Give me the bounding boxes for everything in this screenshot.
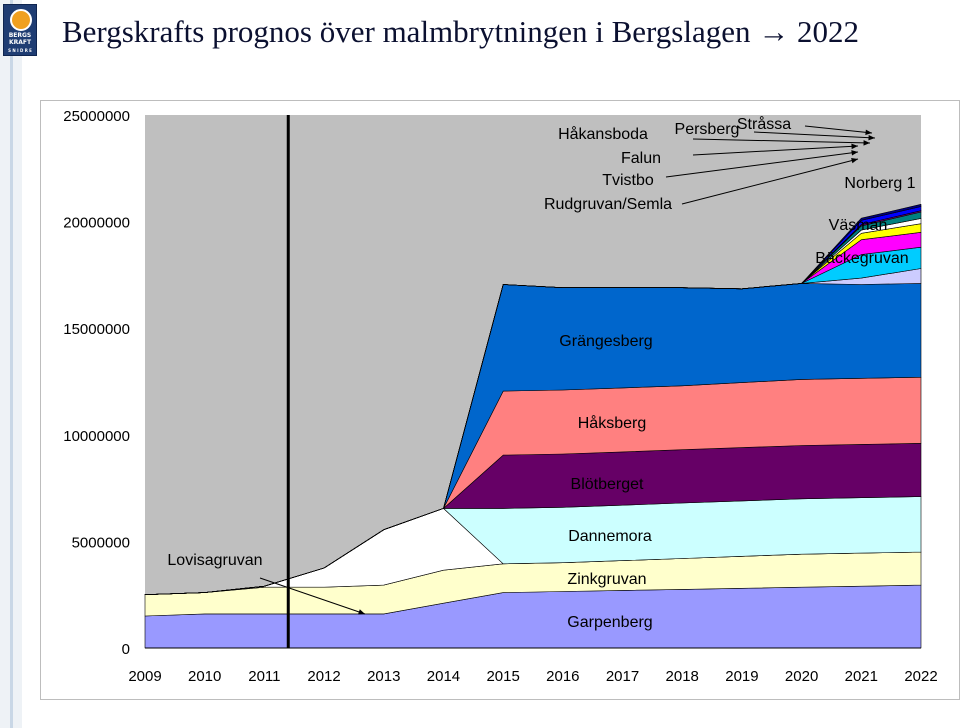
series-label: Rudgruvan/Semla <box>544 196 672 213</box>
y-tick-label: 10000000 <box>63 428 130 445</box>
x-tick-label: 2015 <box>486 668 519 685</box>
series-label: Norberg 1 <box>844 175 915 192</box>
x-tick-label: 2009 <box>128 668 161 685</box>
series-label-arrowhead <box>851 150 858 156</box>
x-tick-label: 2011 <box>248 668 280 685</box>
series-label: Håksberg <box>578 414 646 432</box>
series-label: Bäckegruvan <box>815 250 908 267</box>
series-label: Håkansboda <box>558 125 648 143</box>
logo-text-2: KRAFT <box>8 39 32 46</box>
series-label: Tvistbo <box>602 172 654 189</box>
x-tick-label: 2018 <box>666 668 699 685</box>
series-label-leader <box>665 151 859 178</box>
series-label: Grängesberg <box>559 333 652 350</box>
series-label-leader <box>259 577 366 615</box>
bergskraft-logo: BERGS KRAFT S N I D R E <box>3 4 37 56</box>
series-label: Falun <box>621 150 661 167</box>
series-label: Garpenberg <box>567 614 652 631</box>
left-decor-bar <box>0 0 22 728</box>
series-label: Zinkgruvan <box>567 571 646 588</box>
series-label-arrowhead <box>358 609 365 615</box>
y-tick-label: 0 <box>122 641 130 658</box>
x-tick-label: 2012 <box>307 668 340 685</box>
x-tick-label: 2010 <box>188 668 221 685</box>
logo-emblem-icon <box>10 9 32 31</box>
series-label: Persberg <box>675 121 740 138</box>
y-tick-label: 20000000 <box>63 215 130 232</box>
x-tick-label: 2021 <box>845 668 878 685</box>
series-label: Väsman <box>829 217 888 234</box>
left-decor-line <box>10 0 13 728</box>
x-tick-label: 2013 <box>367 668 400 685</box>
series-label: Lovisagruvan <box>167 552 262 569</box>
logo-text-1: BERGS <box>8 32 32 39</box>
x-tick-label: 2016 <box>546 668 579 685</box>
series-label: Stråssa <box>737 115 791 133</box>
series-label: Blötberget <box>571 476 644 493</box>
series-label-arrowhead <box>863 140 870 146</box>
y-tick-label: 5000000 <box>72 534 130 551</box>
series-label-leader <box>681 158 859 205</box>
series-label: Dannemora <box>568 528 652 545</box>
logo-text-3: S N I D R E <box>8 48 32 53</box>
series-label-arrowhead <box>851 158 858 164</box>
y-tick-label: 15000000 <box>63 321 130 338</box>
x-tick-label: 2020 <box>785 668 818 685</box>
series-label-leader <box>804 125 873 134</box>
series-label-leader <box>692 138 871 144</box>
y-tick-label: 25000000 <box>63 108 130 125</box>
x-tick-label: 2014 <box>427 668 460 685</box>
slide-title: Bergskrafts prognos över malmbrytningen … <box>62 14 859 49</box>
series-label-arrowhead <box>868 135 875 141</box>
x-tick-label: 2017 <box>606 668 639 685</box>
series-label-arrowhead <box>865 129 872 135</box>
series-label-leader <box>692 145 859 156</box>
series-label-arrowhead <box>851 143 858 150</box>
x-tick-label: 2022 <box>904 668 937 685</box>
series-label-leader <box>753 131 876 139</box>
x-tick-label: 2019 <box>725 668 758 685</box>
series-area-15 <box>144 204 922 595</box>
